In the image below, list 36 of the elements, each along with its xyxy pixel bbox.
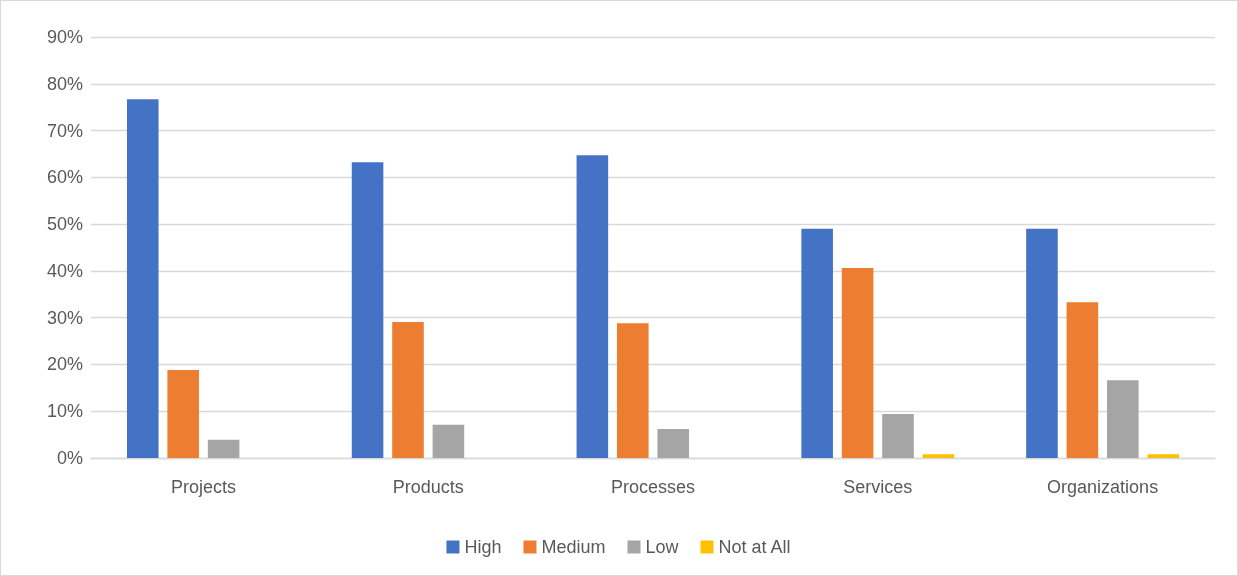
y-tick-label: 30% xyxy=(46,307,83,328)
y-tick-label: 40% xyxy=(46,260,83,281)
bar xyxy=(207,439,240,458)
y-tick-label: 10% xyxy=(46,401,83,422)
bar xyxy=(1066,302,1099,458)
legend-label: Low xyxy=(645,537,680,557)
bar xyxy=(432,424,465,458)
bar xyxy=(922,454,955,458)
bar xyxy=(392,321,424,458)
bar xyxy=(576,155,609,458)
x-tick-label: Projects xyxy=(170,477,236,497)
legend-label: High xyxy=(464,537,502,557)
y-tick-label: 90% xyxy=(46,27,83,47)
legend-label: Not at All xyxy=(718,537,791,557)
bar xyxy=(616,323,649,458)
x-tick-label: Services xyxy=(843,477,913,497)
y-tick-label: 50% xyxy=(46,214,83,235)
y-tick-label: 0% xyxy=(56,448,83,468)
y-tick-label: 70% xyxy=(46,120,83,141)
bar xyxy=(1026,228,1058,458)
bar xyxy=(882,414,914,458)
bar xyxy=(351,162,384,458)
bar xyxy=(126,99,159,458)
bar xyxy=(801,228,833,458)
x-tick-label: Products xyxy=(392,477,464,497)
bar xyxy=(167,370,199,458)
bar xyxy=(657,429,690,458)
y-tick-label: 60% xyxy=(46,167,83,188)
bar xyxy=(1147,454,1180,458)
bar xyxy=(841,268,874,458)
x-tick-label: Processes xyxy=(610,477,696,497)
bar xyxy=(1107,380,1139,458)
y-tick-label: 80% xyxy=(46,73,83,94)
y-tick-label: 20% xyxy=(46,354,83,375)
x-tick-label: Organizations xyxy=(1047,477,1159,497)
legend-label: Medium xyxy=(541,537,606,557)
